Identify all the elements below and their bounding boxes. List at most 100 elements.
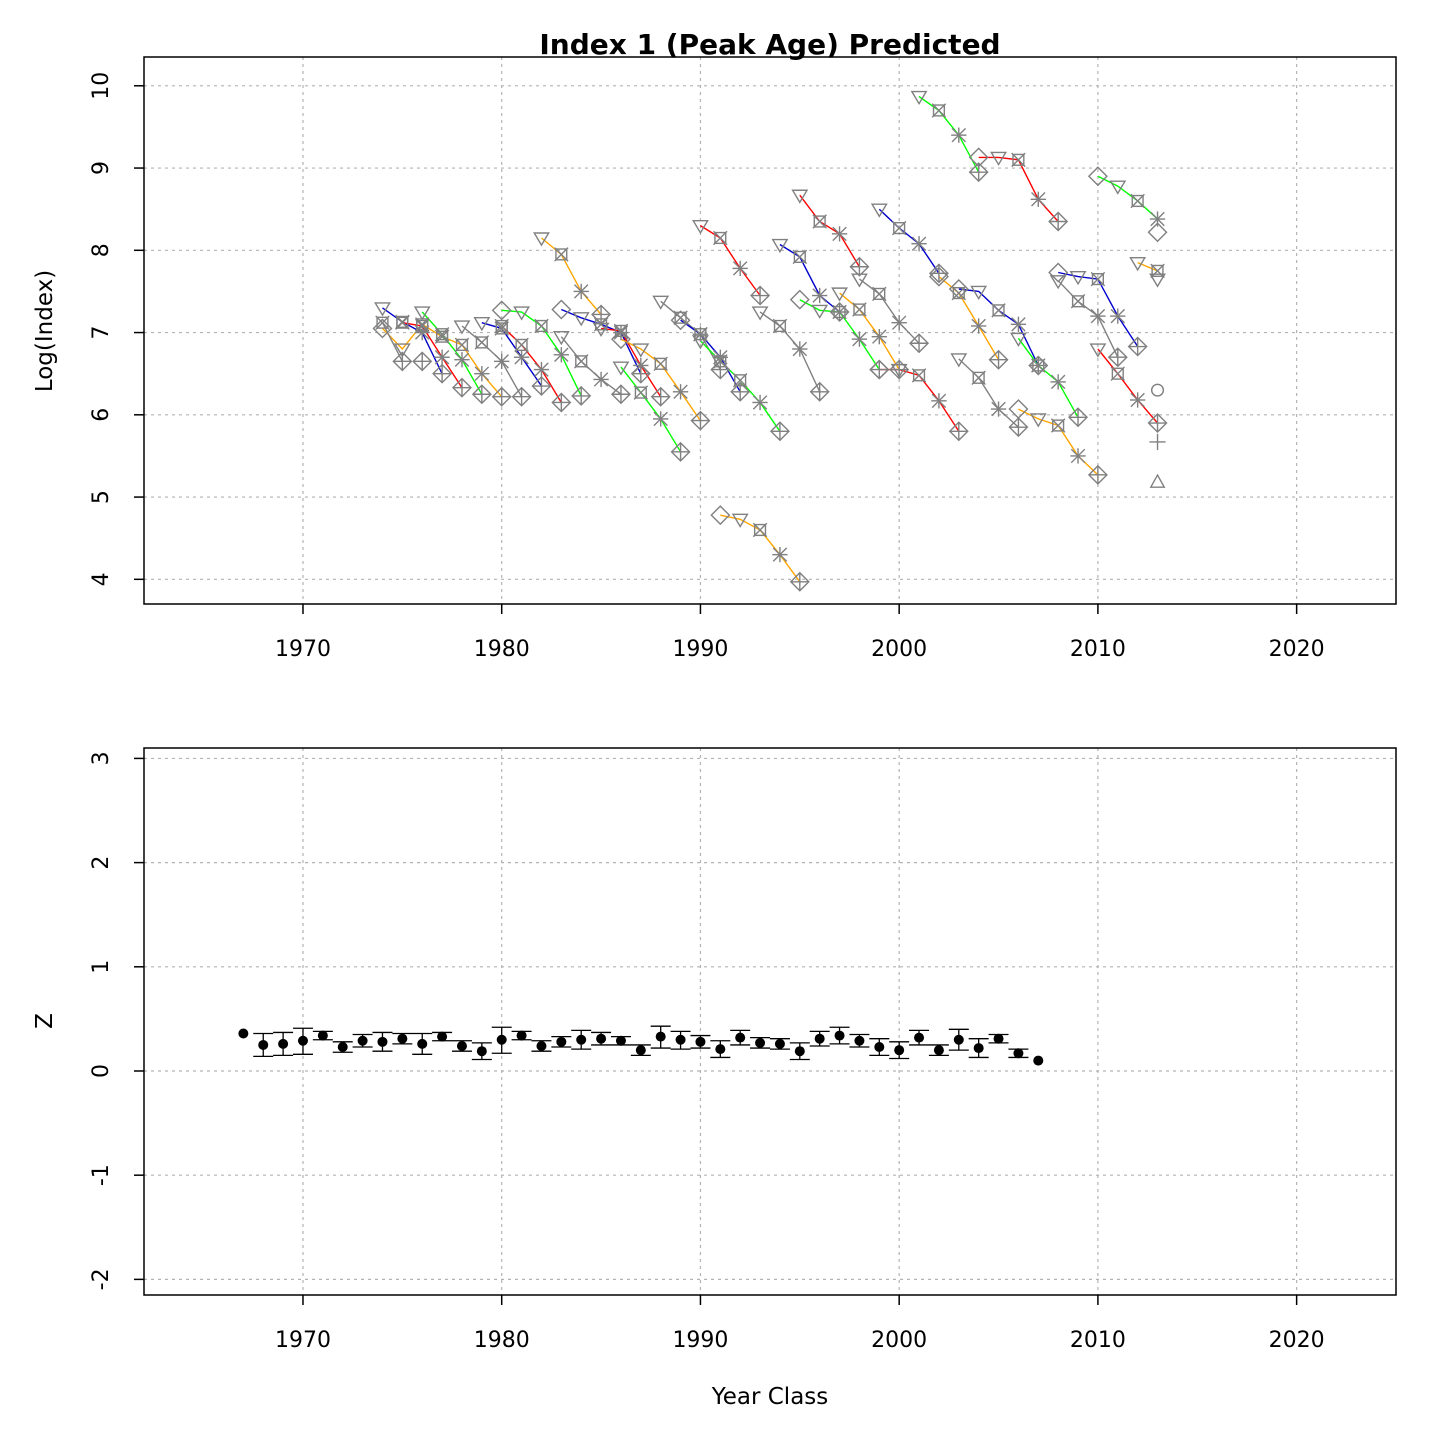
data-point [1130, 193, 1145, 209]
data-point [789, 289, 810, 310]
data-point [1031, 358, 1046, 373]
top-panel-log-index: 1970 1980 1990 2000 2010 2020 4 5 6 7 8 9 10 [89, 56, 1397, 662]
z-point [258, 1039, 269, 1050]
top-x-tick-label: 2020 [1269, 637, 1325, 662]
data-point [792, 341, 808, 357]
data-point [928, 266, 949, 287]
z-point [536, 1040, 547, 1051]
data-point [1147, 222, 1168, 243]
data-point [1009, 332, 1027, 347]
z-point [794, 1046, 805, 1057]
bottom-x-axis-label: Year Class [711, 1384, 829, 1410]
data-point [375, 315, 390, 330]
data-point [572, 312, 590, 327]
age-markers [372, 90, 1168, 592]
data-point [890, 363, 908, 379]
data-point [750, 285, 771, 306]
data-point [1107, 347, 1128, 368]
data-point [1129, 256, 1147, 272]
cohort-line [978, 156, 1059, 222]
data-point [891, 315, 907, 331]
data-point [454, 337, 470, 353]
z-point [854, 1035, 865, 1046]
data-point [871, 329, 887, 345]
data-point [1050, 418, 1066, 433]
data-point [1049, 275, 1067, 290]
data-point [1089, 343, 1107, 358]
data-point [633, 357, 649, 374]
top-plot-frame [143, 56, 1397, 605]
data-point [911, 368, 927, 383]
data-point [471, 384, 492, 405]
data-point [951, 127, 967, 143]
data-point [713, 230, 728, 246]
data-point [831, 287, 848, 302]
data-point [412, 351, 433, 372]
data-point [1147, 413, 1168, 434]
z-point [675, 1034, 686, 1045]
z-point [655, 1031, 666, 1042]
bottom-x-tick-label: 2010 [1070, 1328, 1126, 1353]
data-point [1109, 180, 1127, 195]
z-point [755, 1037, 766, 1048]
cohort-line [839, 292, 900, 370]
cohort-line [779, 243, 841, 313]
data-point [852, 302, 867, 317]
data-point [931, 393, 947, 409]
data-point [531, 376, 552, 397]
z-point [914, 1032, 925, 1043]
data-point [931, 103, 947, 118]
data-point [690, 410, 711, 431]
data-point [1029, 413, 1047, 428]
data-point [1150, 263, 1165, 279]
z-point [993, 1033, 1004, 1044]
data-point [1050, 374, 1066, 390]
z-point [437, 1031, 448, 1042]
data-point [393, 343, 411, 358]
data-point [968, 147, 989, 168]
top-y-axis-label: Log(Index) [32, 270, 58, 392]
data-point [552, 331, 570, 346]
data-point [653, 411, 669, 427]
z-point [496, 1034, 507, 1045]
data-point [670, 310, 691, 331]
z-point [397, 1033, 408, 1044]
data-point [872, 286, 887, 302]
data-point [792, 249, 808, 265]
data-point [534, 318, 549, 334]
z-point [516, 1030, 527, 1041]
data-point [869, 359, 890, 380]
data-point [432, 363, 453, 384]
cohort-line [858, 278, 920, 344]
data-point [632, 343, 650, 358]
z-point [695, 1036, 706, 1047]
data-point [374, 302, 391, 317]
data-point [831, 226, 848, 242]
data-point [494, 353, 510, 369]
data-point [1048, 211, 1069, 232]
z-point [774, 1038, 785, 1049]
data-point [573, 283, 589, 300]
top-x-tick-label: 1990 [672, 637, 728, 662]
data-point [434, 326, 450, 342]
data-point [911, 236, 927, 252]
cohort-line [382, 307, 443, 375]
data-point [870, 203, 888, 218]
z-point [735, 1032, 746, 1043]
data-point [554, 247, 569, 262]
top-y-tick-label: 8 [89, 243, 114, 257]
data-point [891, 220, 907, 236]
data-point [491, 386, 512, 407]
data-point [592, 322, 610, 338]
data-point [692, 219, 709, 235]
bottom-x-tick-label: 1970 [275, 1328, 331, 1353]
data-point [751, 306, 769, 321]
data-point [511, 386, 532, 407]
z-point [417, 1038, 428, 1049]
data-point [991, 303, 1006, 318]
cohort-line [601, 327, 662, 398]
data-point [593, 371, 609, 388]
data-point [514, 337, 529, 353]
data-point [772, 318, 788, 334]
